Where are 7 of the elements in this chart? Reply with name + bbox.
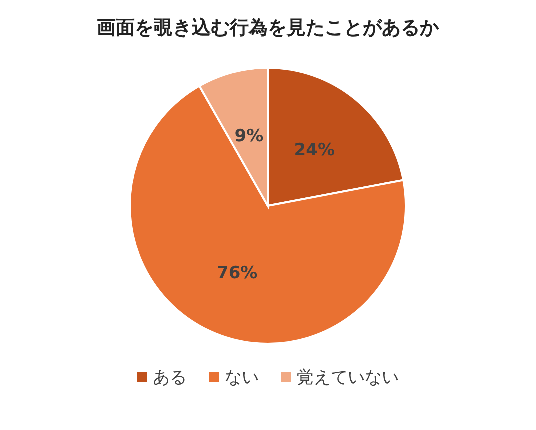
legend-label: 覚えていない bbox=[297, 368, 399, 388]
chart-title: 画面を覗き込む行為を見たことがあるか bbox=[97, 17, 440, 39]
data-label: 9% bbox=[234, 126, 264, 146]
legend-label: ない bbox=[225, 368, 259, 388]
data-label: 24% bbox=[294, 140, 336, 161]
data-label: 76% bbox=[217, 263, 258, 284]
legend-label: ある bbox=[153, 368, 187, 388]
